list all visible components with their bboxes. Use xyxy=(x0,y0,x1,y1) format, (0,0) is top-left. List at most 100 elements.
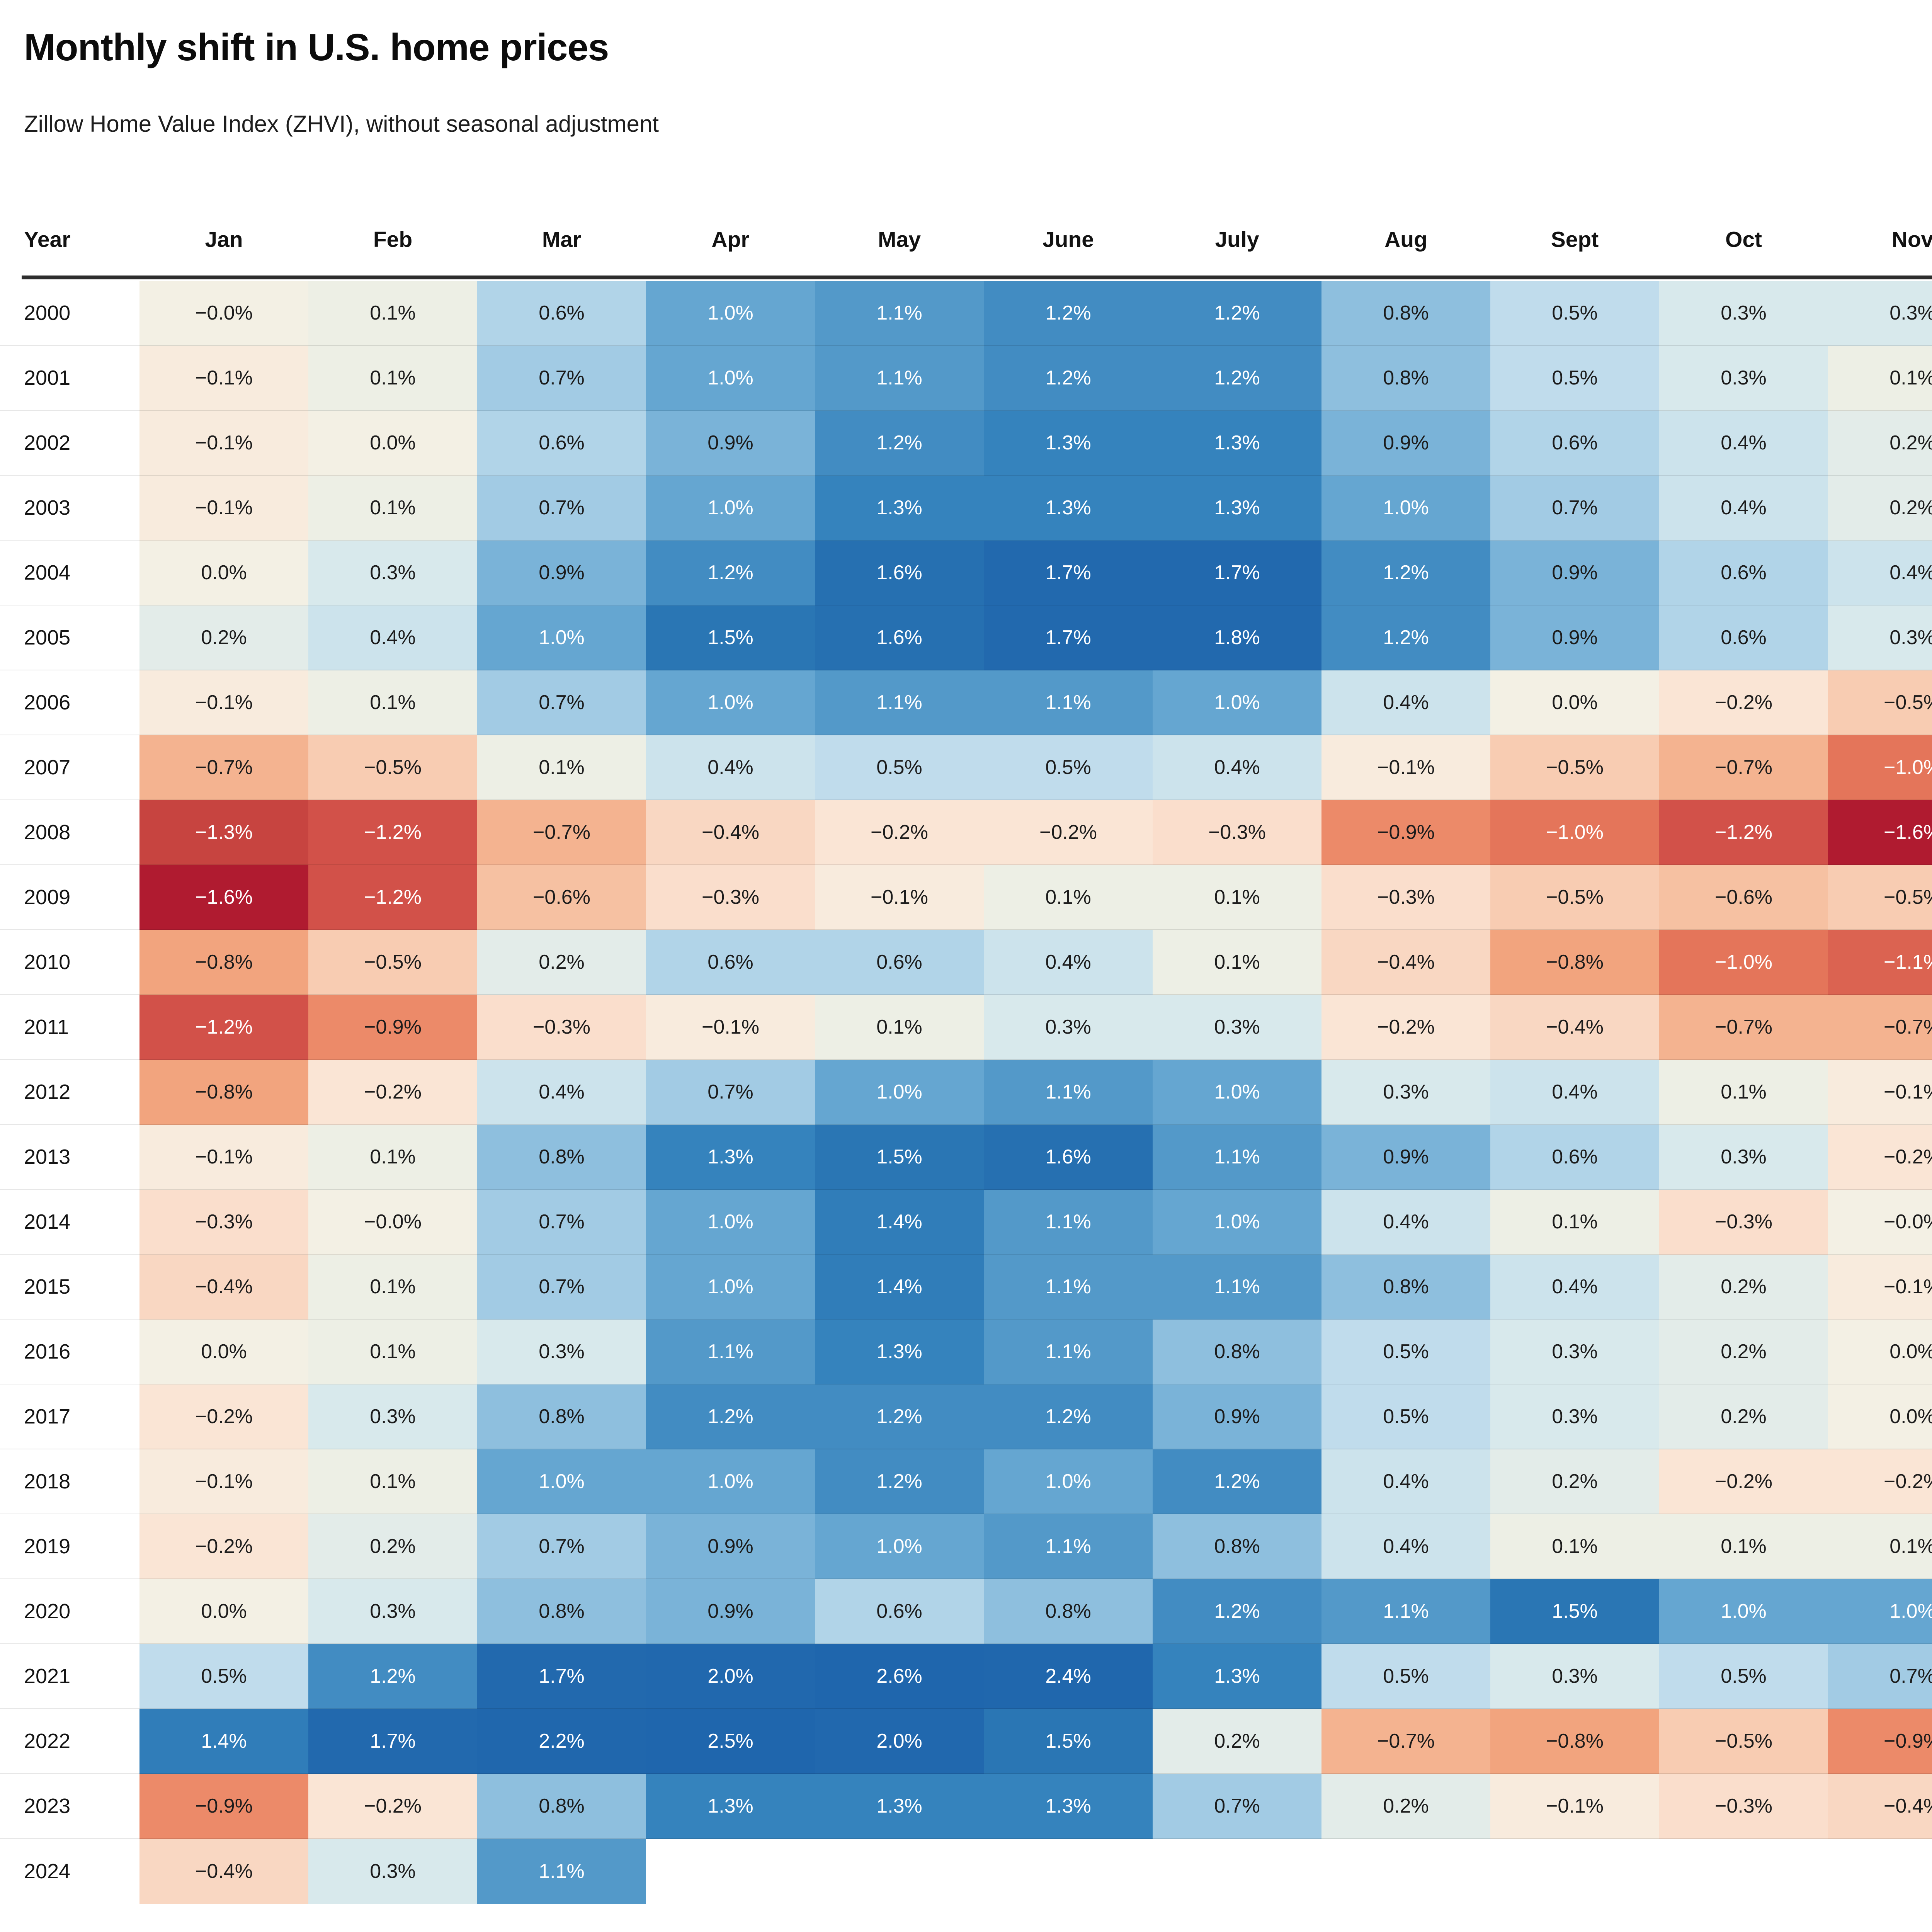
table-header-row: Year Jan Feb Mar Apr May June July Aug Sept Oct Nov… xyxy=(0,216,1932,263)
row-year-label: 2019 xyxy=(0,1514,139,1579)
row-year-label: 2002 xyxy=(0,411,139,476)
heatmap-cell: 0.9% xyxy=(1490,541,1659,605)
heatmap-cell: 0.1% xyxy=(1659,1514,1828,1579)
table-row-2020: 2020 0.0% 0.3% 0.8% 0.9% 0.6% 0.8% 1.2% 1.1% 1.5%… xyxy=(0,1579,1932,1644)
heatmap-cell: −1.2% xyxy=(139,995,308,1060)
heatmap-cell: −0.3% xyxy=(1153,800,1321,865)
heatmap-cell: −1.1% xyxy=(1828,930,1932,995)
heatmap-cell: 1.0% xyxy=(646,670,815,735)
heatmap-cell: 0.5% xyxy=(1321,1644,1490,1709)
heatmap-cell: 1.0% xyxy=(815,1514,984,1579)
empty-cell xyxy=(815,1839,984,1904)
column-header-mar: Mar xyxy=(542,227,582,252)
heatmap-cell: −0.3% xyxy=(1659,1774,1828,1839)
heatmap-cell: 2.6% xyxy=(815,1644,984,1709)
heatmap-cell: 1.7% xyxy=(477,1644,646,1709)
heatmap-cell: −0.4% xyxy=(139,1839,308,1904)
heatmap-cell: −1.3% xyxy=(139,800,308,865)
heatmap-cell: 0.1% xyxy=(1490,1514,1659,1579)
heatmap-cell: 1.8% xyxy=(1153,605,1321,670)
heatmap-cell: 0.1% xyxy=(1828,346,1932,411)
heatmap-cell: −0.2% xyxy=(815,800,984,865)
heatmap-cell: 1.4% xyxy=(139,1709,308,1774)
heatmap-cell: 0.8% xyxy=(477,1579,646,1644)
heatmap-cell: 0.2% xyxy=(1828,476,1932,541)
heatmap-cell: −0.9% xyxy=(308,995,477,1060)
heatmap-cell: 0.7% xyxy=(646,1060,815,1125)
heatmap-cell: −0.5% xyxy=(1659,1709,1828,1774)
heatmap-cell: −0.3% xyxy=(477,995,646,1060)
heatmap-cell: −0.9% xyxy=(1828,1709,1932,1774)
heatmap-cell: 0.5% xyxy=(984,735,1153,800)
heatmap-cell: 1.3% xyxy=(984,1774,1153,1839)
heatmap-cell: −0.1% xyxy=(139,476,308,541)
heatmap-cell: −0.0% xyxy=(1828,1190,1932,1255)
heatmap-cell: 0.8% xyxy=(1321,1255,1490,1320)
heatmap-cell: 1.2% xyxy=(1153,1449,1321,1514)
table-row-2009: 2009 −1.6% −1.2% −0.6% −0.3% −0.1% 0.1% 0.1% −0.… xyxy=(0,865,1932,930)
heatmap-cell: −0.2% xyxy=(139,1384,308,1449)
heatmap-cell: 1.3% xyxy=(1153,1644,1321,1709)
heatmap-cell: −0.1% xyxy=(139,1125,308,1190)
heatmap-cell: 0.9% xyxy=(1321,411,1490,476)
row-year-label: 2003 xyxy=(0,476,139,541)
column-header-year: Year xyxy=(24,227,71,252)
heatmap-cell: −0.1% xyxy=(1490,1774,1659,1839)
empty-cell xyxy=(1490,1839,1659,1904)
heatmap-cell: −0.8% xyxy=(139,1060,308,1125)
heatmap-cell: 1.5% xyxy=(1490,1579,1659,1644)
heatmap-cell: 0.3% xyxy=(1490,1644,1659,1709)
heatmap-cell: −0.5% xyxy=(1828,865,1932,930)
heatmap-cell: 1.3% xyxy=(646,1774,815,1839)
heatmap-cell: −0.9% xyxy=(139,1774,308,1839)
row-year-label: 2014 xyxy=(0,1190,139,1255)
empty-cell xyxy=(646,1839,815,1904)
heatmap-cell: 2.4% xyxy=(984,1644,1153,1709)
heatmap-cell: 0.3% xyxy=(1321,1060,1490,1125)
table-row-2023: 2023 −0.9% −0.2% 0.8% 1.3% 1.3% 1.3% 0.7% 0.2% −0… xyxy=(0,1774,1932,1839)
row-year-label: 2009 xyxy=(0,865,139,930)
heatmap-cell: 0.9% xyxy=(1490,605,1659,670)
heatmap-cell: −1.6% xyxy=(139,865,308,930)
heatmap-cell: 1.3% xyxy=(984,411,1153,476)
heatmap-cell: 1.7% xyxy=(984,541,1153,605)
heatmap-cell: 0.3% xyxy=(1659,1125,1828,1190)
heatmap-cell: 0.4% xyxy=(308,605,477,670)
heatmap-cell: 0.6% xyxy=(646,930,815,995)
heatmap-cell: 0.3% xyxy=(1828,605,1932,670)
heatmap-cell: 0.4% xyxy=(1828,541,1932,605)
heatmap-cell: −0.2% xyxy=(1659,670,1828,735)
heatmap-cell: −0.1% xyxy=(646,995,815,1060)
heatmap-cell: 0.9% xyxy=(477,541,646,605)
heatmap-cell: 0.2% xyxy=(1153,1709,1321,1774)
table-row-2014: 2014 −0.3% −0.0% 0.7% 1.0% 1.4% 1.1% 1.0% 0.4% 0.… xyxy=(0,1190,1932,1255)
heatmap-cell: −0.1% xyxy=(139,670,308,735)
heatmap-cell: 1.1% xyxy=(477,1839,646,1904)
heatmap-cell: 1.3% xyxy=(815,1774,984,1839)
heatmap-cell: 1.1% xyxy=(1321,1579,1490,1644)
heatmap-cell: 1.1% xyxy=(984,1255,1153,1320)
row-year-label: 2006 xyxy=(0,670,139,735)
heatmap-cell: 1.6% xyxy=(815,541,984,605)
heatmap-cell: 0.8% xyxy=(477,1125,646,1190)
heatmap-cell: −0.1% xyxy=(1321,735,1490,800)
heatmap-cell: 0.7% xyxy=(1828,1644,1932,1709)
heatmap-cell: 0.8% xyxy=(477,1384,646,1449)
heatmap-cell: 1.0% xyxy=(815,1060,984,1125)
heatmap-cell: 0.7% xyxy=(1490,476,1659,541)
table-row-2007: 2007 −0.7% −0.5% 0.1% 0.4% 0.5% 0.5% 0.4% −0.1% −… xyxy=(0,735,1932,800)
heatmap-cell: 0.0% xyxy=(308,411,477,476)
row-year-label: 2020 xyxy=(0,1579,139,1644)
heatmap-cell: 0.1% xyxy=(1659,1060,1828,1125)
heatmap-cell: −0.4% xyxy=(1321,930,1490,995)
table-row-2010: 2010 −0.8% −0.5% 0.2% 0.6% 0.6% 0.4% 0.1% −0.4% −… xyxy=(0,930,1932,995)
heatmap-cell: −0.1% xyxy=(1828,1255,1932,1320)
heatmap-cell: 0.9% xyxy=(646,411,815,476)
heatmap-cell: 1.0% xyxy=(1153,1190,1321,1255)
heatmap-cell: 0.5% xyxy=(1490,281,1659,346)
column-header-sept: Sept xyxy=(1551,227,1599,252)
heatmap-cell: −0.2% xyxy=(1659,1449,1828,1514)
heatmap-cell: 1.5% xyxy=(646,605,815,670)
heatmap-cell: 1.1% xyxy=(815,670,984,735)
heatmap-cell: 1.1% xyxy=(815,281,984,346)
